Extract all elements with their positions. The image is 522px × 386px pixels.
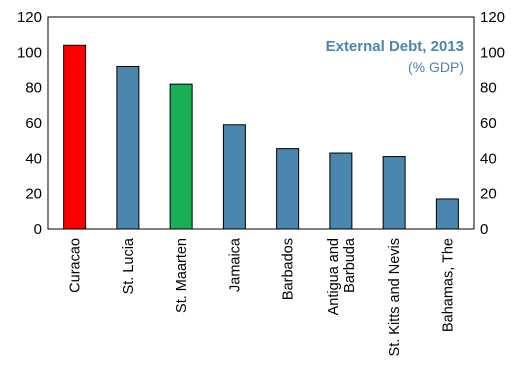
right-y-tick-label: 60: [480, 115, 497, 132]
left-y-tick-label: 80: [25, 80, 42, 97]
category-labels: Curacao St. Lucia St. Maarten Jamaica Barbad…: [68, 237, 457, 356]
right-y-tick-label: 100: [480, 44, 505, 61]
left-y-tick-label: 0: [34, 221, 42, 238]
category-label-line: St. Maarten: [174, 238, 190, 313]
bar: [116, 65, 140, 230]
left-y-tick-label: 100: [17, 44, 42, 61]
left-y-tick-label: 60: [25, 115, 42, 132]
bar: [169, 83, 193, 230]
chart-title: External Debt, 2013: [326, 38, 464, 55]
bar: [222, 124, 246, 230]
category-label-line: Antigua and: [326, 238, 342, 315]
category-label-line: Barbados: [281, 238, 297, 300]
right-y-tick-label: 80: [480, 80, 497, 97]
bar: [276, 148, 300, 230]
bar: [435, 198, 459, 230]
category-label: St. Kitts and Nevis: [387, 238, 403, 356]
category-label-line: Jamaica: [227, 237, 243, 292]
category-label: St. Lucia: [121, 237, 137, 294]
bar: [329, 152, 353, 230]
category-label: St. Maarten: [174, 238, 190, 313]
bars: [63, 44, 459, 230]
chart-subtitle: (% GDP): [408, 59, 464, 75]
left-y-tick-label: 120: [17, 9, 42, 26]
category-label: Jamaica: [227, 237, 243, 292]
left-y-tick-label: 40: [25, 150, 42, 167]
left-y-axis-ticks: 0 20 40 60 80 100 120: [17, 9, 42, 238]
bar: [382, 156, 406, 230]
right-y-tick-label: 40: [480, 150, 497, 167]
left-y-tick-label: 20: [25, 186, 42, 203]
category-label-line: St. Kitts and Nevis: [387, 238, 403, 356]
category-label-line: Barbuda: [342, 237, 358, 293]
category-label-line: Bahamas, The: [440, 238, 456, 332]
right-y-axis-ticks: 0 20 40 60 80 100 120: [480, 9, 505, 238]
right-y-tick-label: 20: [480, 186, 497, 203]
plot-frame: [47, 16, 475, 230]
category-label: Curacao: [68, 238, 84, 293]
category-label-line: Curacao: [68, 238, 84, 293]
bar: [63, 44, 87, 230]
category-label: Barbados: [281, 238, 297, 300]
category-label: Bahamas, The: [440, 238, 456, 332]
category-label-line: St. Lucia: [121, 237, 137, 294]
right-y-tick-label: 120: [480, 9, 505, 26]
right-y-tick-label: 0: [480, 221, 488, 238]
category-label: Antigua andBarbuda: [326, 237, 358, 315]
